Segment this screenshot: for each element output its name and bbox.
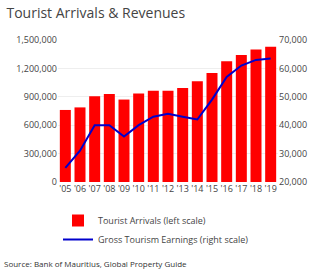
svg-text:'16: '16	[221, 182, 233, 195]
svg-text:'11: '11	[147, 182, 159, 195]
svg-text:'08: '08	[103, 182, 115, 195]
svg-text:'07: '07	[89, 182, 101, 195]
svg-text:'05: '05	[59, 182, 71, 195]
svg-text:Tourist Arrivals (left scale): Tourist Arrivals (left scale)	[98, 214, 206, 227]
svg-text:Source: Bank of Mauritius, Glo: Source: Bank of Mauritius, Global Proper…	[4, 258, 187, 269]
svg-text:'17: '17	[235, 182, 247, 195]
svg-text:Gross Tourism Earnings (right: Gross Tourism Earnings (right scale)	[98, 233, 248, 246]
svg-text:Tourist Arrivals & Revenues: Tourist Arrivals & Revenues	[6, 3, 185, 22]
svg-text:'13: '13	[177, 182, 189, 195]
svg-text:'19: '19	[265, 182, 277, 195]
svg-text:300,000: 300,000	[24, 147, 57, 160]
svg-text:60,000: 60,000	[279, 62, 307, 75]
svg-text:600,000: 600,000	[24, 118, 57, 131]
svg-text:40,000: 40,000	[279, 118, 307, 131]
svg-text:20,000: 20,000	[279, 175, 307, 188]
svg-text:'15: '15	[206, 182, 218, 195]
svg-text:30,000: 30,000	[279, 147, 307, 160]
svg-text:1,500,000: 1,500,000	[16, 33, 57, 46]
svg-text:'14: '14	[191, 182, 203, 195]
svg-text:900,000: 900,000	[24, 90, 57, 103]
svg-text:1,200,000: 1,200,000	[16, 62, 57, 75]
svg-text:70,000: 70,000	[279, 33, 307, 46]
svg-text:0: 0	[52, 175, 57, 188]
svg-text:'12: '12	[162, 182, 174, 195]
svg-text:'06: '06	[74, 182, 86, 195]
svg-text:'10: '10	[133, 182, 145, 195]
svg-text:'09: '09	[118, 182, 130, 195]
svg-text:'18: '18	[250, 182, 262, 195]
svg-text:50,000: 50,000	[279, 90, 307, 103]
